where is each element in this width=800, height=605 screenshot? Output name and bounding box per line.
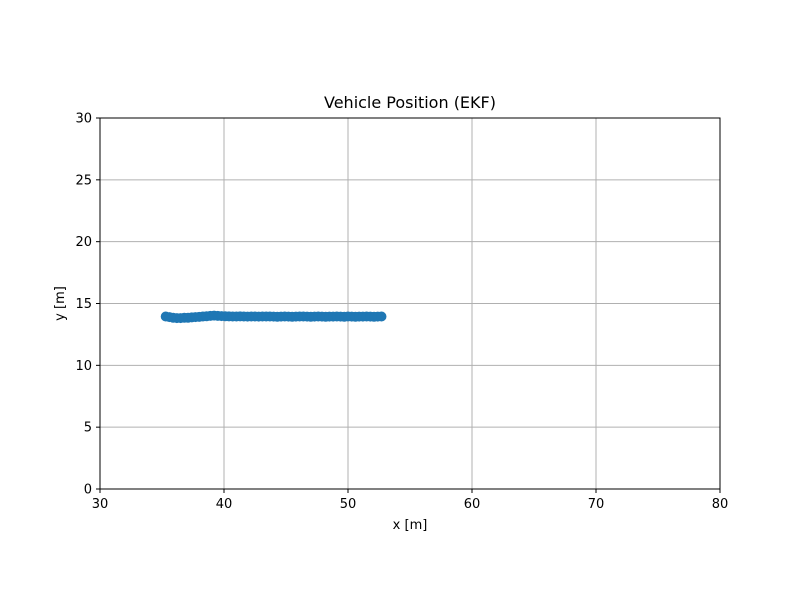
x-tick-label: 50 [340,497,357,512]
chart-title: Vehicle Position (EKF) [324,93,496,112]
data-points [160,310,387,324]
y-axis-label: y [m] [53,286,68,321]
x-tick-label: 60 [464,497,481,512]
y-tick-label: 30 [75,112,92,127]
x-tick-label: 80 [712,497,729,512]
y-tick-label: 5 [84,421,92,436]
y-tick-label: 10 [75,359,92,374]
y-tick-label: 25 [75,173,92,188]
x-tick-label: 40 [216,497,233,512]
x-tick-label: 30 [92,497,109,512]
x-axis-label: x [m] [393,518,428,533]
y-axis-ticks: 0 5 10 15 20 25 30 [75,112,100,498]
y-tick-label: 0 [84,483,92,498]
data-point [376,311,387,322]
x-axis-ticks: 30 40 50 60 70 80 [92,489,729,512]
x-tick-label: 70 [588,497,605,512]
y-tick-label: 15 [75,297,92,312]
y-tick-label: 20 [75,235,92,250]
